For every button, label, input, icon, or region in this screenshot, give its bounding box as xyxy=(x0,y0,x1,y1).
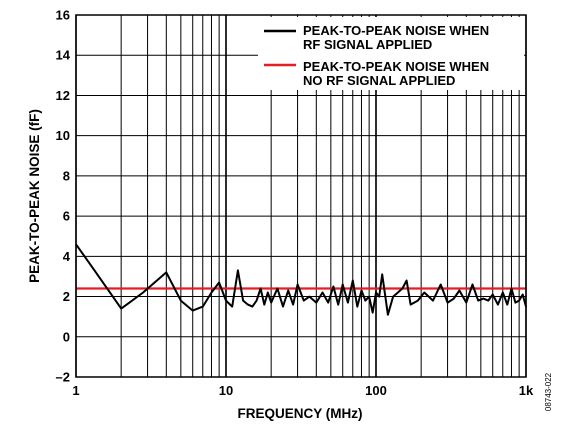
series-line-0 xyxy=(75,243,527,316)
legend-label: PEAK-TO-PEAK NOISE WHEN xyxy=(303,59,489,74)
y-tick-label: 0 xyxy=(63,329,70,344)
y-tick-label: 4 xyxy=(63,249,71,264)
y-tick-label: 16 xyxy=(56,8,70,23)
series-lines xyxy=(75,243,527,316)
x-tick-label: 1k xyxy=(519,383,534,398)
legend-label: RF SIGNAL APPLIED xyxy=(303,37,432,52)
y-tick-label: 8 xyxy=(63,168,70,183)
y-axis-label: PEAK-TO-PEAK NOISE (fF) xyxy=(27,109,42,283)
legend-label: NO RF SIGNAL APPLIED xyxy=(303,73,455,88)
legend-label: PEAK-TO-PEAK NOISE WHEN xyxy=(303,23,489,38)
y-tick-label: 14 xyxy=(56,48,71,63)
x-axis-label: FREQUENCY (MHz) xyxy=(237,406,362,421)
x-tick-label: 1 xyxy=(72,383,79,398)
y-tick-label: 10 xyxy=(56,128,70,143)
figure-id: 08743-022 xyxy=(544,372,553,411)
y-tick-labels: 16 14 12 10 8 6 4 2 0 –2 xyxy=(56,8,71,385)
legend-box xyxy=(258,17,524,90)
plot-frame xyxy=(75,14,527,378)
x-tick-labels: 1 10 100 1k xyxy=(72,383,534,398)
x-tick-label: 10 xyxy=(219,383,233,398)
y-tick-label: 2 xyxy=(63,289,70,304)
y-tick-label: 12 xyxy=(56,88,70,103)
y-tick-label: –2 xyxy=(56,370,70,385)
x-tick-label: 100 xyxy=(365,383,387,398)
y-tick-label: 6 xyxy=(63,209,70,224)
